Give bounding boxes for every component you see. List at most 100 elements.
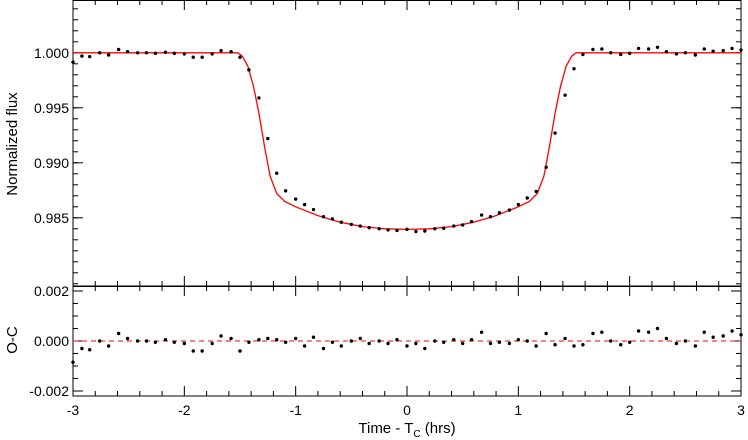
residual-data-point xyxy=(600,330,604,334)
flux-data-point xyxy=(247,68,251,72)
residual-data-point xyxy=(553,343,557,347)
flux-data-point xyxy=(452,224,456,228)
flux-tick-label: 0.995 xyxy=(34,100,69,116)
residual-data-point xyxy=(730,329,734,333)
residual-data-point xyxy=(405,344,409,348)
residual-data-point xyxy=(210,341,214,346)
residual-data-point xyxy=(311,335,316,339)
flux-data-point xyxy=(693,53,698,57)
residual-data-point xyxy=(507,341,512,346)
residual-data-point xyxy=(591,331,595,336)
flux-data-point xyxy=(655,45,660,49)
flux-data-point xyxy=(730,46,734,51)
residual-data-point xyxy=(200,349,204,353)
flux-data-point xyxy=(339,220,344,224)
flux-data-point xyxy=(563,93,567,97)
residual-data-point xyxy=(395,338,399,342)
flux-data-point xyxy=(302,202,307,207)
flux-data-point xyxy=(386,228,390,232)
flux-data-point xyxy=(516,202,521,207)
residual-data-point xyxy=(257,338,261,342)
residual-data-point xyxy=(247,340,251,344)
x-tick-label: -3 xyxy=(67,402,80,418)
residual-data-point xyxy=(266,336,270,341)
residual-data-point xyxy=(674,341,679,346)
residual-tick-label: 0.002 xyxy=(34,283,69,299)
flux-data-point xyxy=(349,222,354,227)
flux-data-point xyxy=(553,131,557,135)
residual-data-point xyxy=(414,341,418,346)
flux-data-point xyxy=(405,227,409,232)
flux-data-point xyxy=(266,136,270,141)
flux-data-point xyxy=(153,51,158,56)
flux-data-point xyxy=(229,50,233,54)
flux-tick-label: 0.985 xyxy=(34,210,69,226)
residual-data-point xyxy=(125,336,130,341)
residual-data-point xyxy=(423,346,427,351)
residual-data-point xyxy=(98,339,102,343)
residual-data-point xyxy=(655,326,660,331)
x-axis-title-subscript: C xyxy=(413,429,420,440)
flux-data-point xyxy=(674,52,679,56)
flux-data-point xyxy=(200,55,204,59)
residual-data-point xyxy=(683,339,688,343)
y-axis-title-flux: Normalized flux xyxy=(4,92,21,196)
residual-data-point xyxy=(283,340,288,344)
residual-data-point xyxy=(163,338,168,342)
residual-data-point xyxy=(386,341,390,346)
residual-data-point xyxy=(302,344,307,348)
flux-data-point xyxy=(591,47,595,52)
residual-tick-label: 0.000 xyxy=(34,333,69,349)
flux-data-point xyxy=(257,96,261,100)
transit-model-line xyxy=(73,52,741,231)
flux-data-point xyxy=(283,189,288,193)
residual-data-point xyxy=(702,330,706,334)
flux-tick-label: 0.990 xyxy=(34,155,69,171)
residual-data-point xyxy=(275,338,279,342)
residual-data-point xyxy=(581,343,585,347)
residual-data-point xyxy=(721,334,725,338)
residual-data-point xyxy=(534,344,538,348)
residual-data-point xyxy=(544,331,548,336)
flux-data-point xyxy=(646,47,651,51)
residual-data-point xyxy=(664,336,669,341)
flux-data-point xyxy=(275,171,279,175)
flux-data-point xyxy=(106,53,111,57)
residual-data-point xyxy=(330,340,335,344)
flux-data-point xyxy=(219,48,223,53)
residual-data-point xyxy=(609,339,613,343)
residual-data-point xyxy=(358,336,362,341)
flux-data-point xyxy=(442,226,446,230)
residual-data-point xyxy=(469,338,474,342)
residual-data-point xyxy=(339,344,344,348)
flux-data-point xyxy=(739,48,743,52)
residual-data-point xyxy=(135,339,140,343)
residual-data-point xyxy=(693,344,698,348)
flux-data-point xyxy=(210,52,214,56)
x-axis-title-main: Time - T xyxy=(358,420,413,437)
flux-data-point xyxy=(600,47,604,51)
flux-data-point xyxy=(534,189,538,194)
residual-data-point xyxy=(636,329,641,333)
residual-data-point xyxy=(525,339,529,343)
flux-data-point xyxy=(330,217,335,221)
residuals-panel: -0.002 0.000 0.002 -3 -2 -1 0 1 2 3 xyxy=(29,283,745,418)
x-tick-label: 1 xyxy=(514,402,522,418)
flux-data-point xyxy=(144,51,149,55)
flux-data-point xyxy=(125,50,130,54)
residual-data-point xyxy=(433,339,437,343)
residual-data-point xyxy=(293,336,298,341)
flux-data-point xyxy=(711,49,715,53)
x-tick-label: 3 xyxy=(737,402,745,418)
x-tick-label: 0 xyxy=(403,402,411,418)
flux-data-point xyxy=(423,229,427,233)
residual-data-point xyxy=(619,343,623,347)
flux-data-point xyxy=(469,219,474,224)
x-tick-label: -1 xyxy=(289,402,302,418)
residual-data-point xyxy=(452,338,456,342)
axis-titles: Normalized flux O-C Time - TC (hrs) xyxy=(4,92,456,440)
x-tick-label: -2 xyxy=(178,402,191,418)
residual-data-point xyxy=(646,330,651,334)
flux-data-point xyxy=(507,208,512,212)
